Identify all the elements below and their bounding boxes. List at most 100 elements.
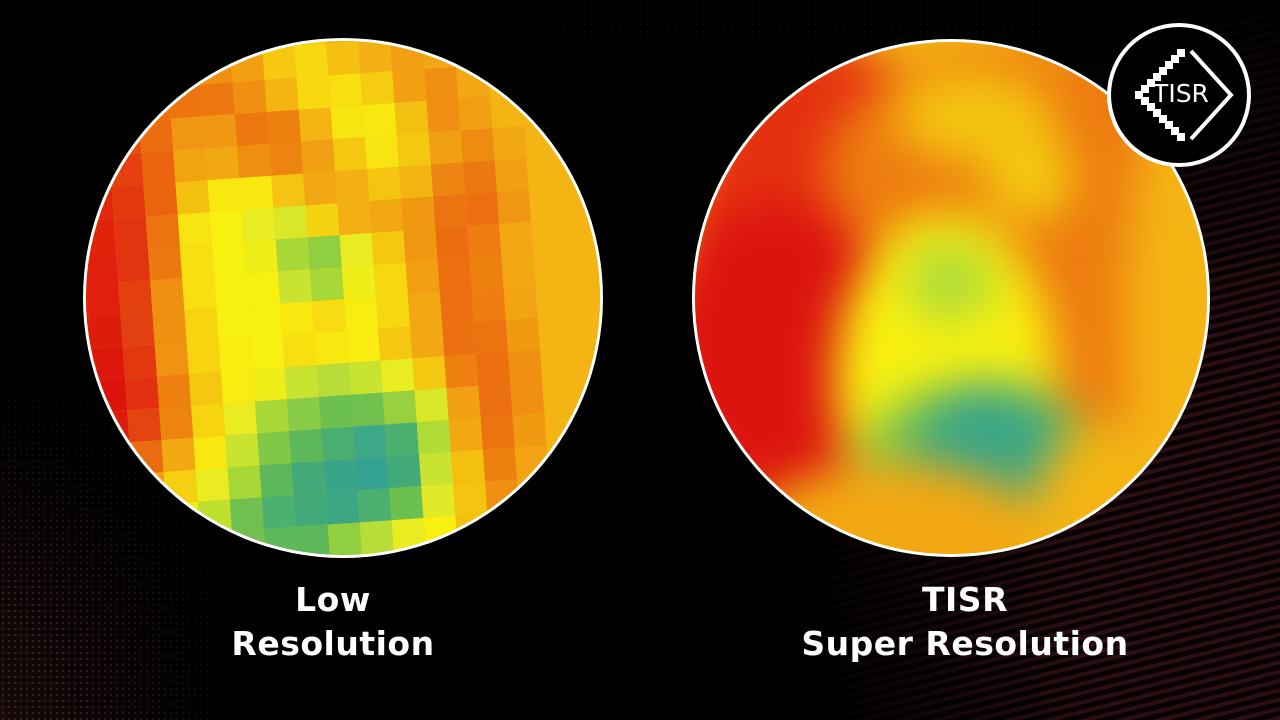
heatmap-cell xyxy=(433,194,468,229)
heatmap-cell xyxy=(590,151,600,186)
heatmap-cell xyxy=(314,330,349,366)
heatmap-cell xyxy=(252,367,287,402)
heatmap-cell xyxy=(262,45,297,81)
heatmap-cell xyxy=(134,54,169,89)
heatmap-cell xyxy=(473,319,509,354)
heatmap-cell xyxy=(318,394,353,429)
heatmap-cell xyxy=(257,431,292,466)
heatmap-cell xyxy=(542,379,577,414)
heatmap-cell xyxy=(241,207,276,242)
heatmap-cell xyxy=(191,403,226,438)
heatmap-cell xyxy=(197,499,232,534)
heatmap-cell xyxy=(499,221,534,256)
heatmap-cell xyxy=(453,41,488,67)
heatmap-cell xyxy=(131,472,166,507)
heatmap-cell xyxy=(321,426,356,461)
heatmap-cell xyxy=(453,481,488,516)
heatmap-cell xyxy=(182,276,217,311)
heatmap-cell xyxy=(127,408,162,443)
heatmap-cell xyxy=(166,52,201,87)
heatmap-cell xyxy=(350,392,385,427)
heatmap-cell xyxy=(214,273,249,308)
heatmap-cell xyxy=(364,134,399,170)
heatmap-cell xyxy=(261,494,296,530)
heatmap-cell xyxy=(198,50,233,85)
heatmap-cell xyxy=(423,515,458,550)
heatmap-cell xyxy=(526,155,561,190)
heatmap-cell xyxy=(421,483,456,518)
heatmap-cell xyxy=(93,378,128,413)
heatmap-cell xyxy=(143,182,178,217)
heatmap-cell xyxy=(277,269,313,304)
heatmap-cell xyxy=(175,180,210,215)
heatmap-cell xyxy=(455,513,490,548)
heatmap-cell xyxy=(246,271,281,306)
heatmap-cell xyxy=(323,458,358,493)
heatmap-cell xyxy=(95,410,130,445)
heatmap-cell xyxy=(243,239,278,274)
heatmap-cell xyxy=(585,536,600,555)
heatmap-cell xyxy=(457,545,492,555)
super-resolution-label-line2: Super Resolution xyxy=(801,624,1129,663)
heatmap-cell xyxy=(485,479,520,514)
heatmap-cell xyxy=(193,435,228,470)
heatmap-cell xyxy=(129,440,164,475)
heatmap-cell xyxy=(551,57,586,92)
heatmap-cell xyxy=(528,187,563,222)
heatmap-cell xyxy=(326,41,361,76)
heatmap-cell xyxy=(282,333,317,368)
heatmap-cell xyxy=(458,96,493,131)
heatmap-cell xyxy=(403,228,438,263)
heatmap-cell xyxy=(291,460,326,495)
heatmap-cell xyxy=(305,203,340,238)
low-resolution-heatmap xyxy=(86,41,600,555)
heatmap-cell xyxy=(133,503,169,539)
heatmap-cell xyxy=(339,232,374,268)
heatmap-cell xyxy=(86,186,114,222)
heatmap-cell xyxy=(588,119,600,154)
heatmap-cell xyxy=(592,183,600,218)
heatmap-cell xyxy=(387,454,422,489)
heatmap-cell xyxy=(373,262,408,297)
heatmap-cell xyxy=(332,137,367,172)
heatmap-cell xyxy=(337,201,372,236)
heatmap-cell xyxy=(494,157,529,193)
heatmap-cell xyxy=(209,209,244,245)
heatmap-cell xyxy=(565,249,600,284)
logo-text: TISR xyxy=(1153,79,1209,108)
heatmap-cell xyxy=(405,260,440,295)
heatmap-cell xyxy=(264,77,299,112)
heatmap-cell xyxy=(202,114,238,149)
heatmap-cell xyxy=(271,173,306,208)
heatmap-cell xyxy=(503,285,538,320)
heatmap-cell xyxy=(416,419,451,455)
heatmap-cell xyxy=(248,303,283,338)
heatmap-cell xyxy=(460,128,495,163)
heatmap-cell xyxy=(501,253,536,288)
heatmap-cell xyxy=(362,103,397,138)
heatmap-cell xyxy=(284,365,319,400)
heatmap-cell xyxy=(521,540,556,555)
heatmap-cell xyxy=(168,84,203,119)
heatmap-cell xyxy=(508,349,543,384)
heatmap-cell xyxy=(514,445,549,480)
heatmap-cell xyxy=(116,248,151,283)
heatmap-cell xyxy=(519,509,554,544)
heatmap-cell xyxy=(161,437,196,473)
heatmap-cell xyxy=(544,411,579,446)
heatmap-cell xyxy=(159,405,194,441)
heatmap-cell xyxy=(225,433,260,468)
heatmap-cell xyxy=(490,94,525,129)
heatmap-cell xyxy=(122,344,157,379)
heatmap-cell xyxy=(327,522,362,555)
heatmap-cell xyxy=(392,68,427,104)
heatmap-cell xyxy=(581,41,600,58)
heatmap-cell xyxy=(450,449,486,484)
heatmap-cell xyxy=(328,73,363,108)
heatmap-cell xyxy=(273,205,308,240)
heatmap-cell xyxy=(426,98,461,133)
heatmap-cell xyxy=(414,388,449,423)
heatmap-cell xyxy=(517,41,552,63)
heatmap-cell xyxy=(205,146,240,181)
heatmap-cell xyxy=(444,353,479,389)
